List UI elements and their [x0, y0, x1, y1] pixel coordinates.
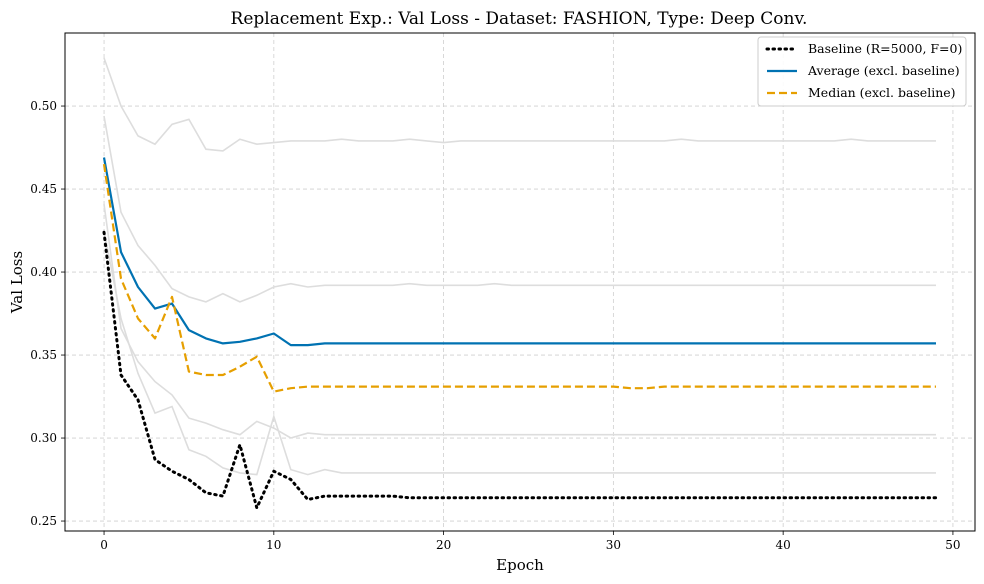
x-tick-label: 30: [606, 538, 621, 552]
y-axis-label: Val Loss: [8, 251, 26, 314]
series-lines: [102, 157, 938, 510]
y-tick-label: 0.25: [30, 514, 57, 528]
chart-title: Replacement Exp.: Val Loss - Dataset: FA…: [231, 9, 808, 29]
x-axis-ticks: 0 10 20 30 40 50: [100, 531, 961, 552]
x-tick-label: 40: [776, 538, 791, 552]
background-run-line: [103, 57, 936, 152]
legend-box: [757, 36, 967, 107]
plot-frame: [64, 32, 976, 532]
y-tick-label: 0.30: [30, 431, 57, 445]
series-line-0: [102, 230, 938, 510]
series-line-2: [102, 163, 936, 393]
series-line-1: [102, 157, 936, 347]
y-tick-label: 0.50: [30, 99, 57, 113]
legend-label: Baseline (R=5000, F=0): [808, 41, 962, 56]
legend-label: Median (excl. baseline): [808, 85, 956, 100]
x-tick-label: 0: [100, 538, 108, 552]
legend-label: Average (excl. baseline): [807, 63, 960, 78]
x-axis-label: Epoch: [496, 556, 544, 574]
x-tick-label: 50: [945, 538, 960, 552]
grid-lines: [65, 33, 975, 531]
background-runs: [103, 57, 936, 476]
y-tick-label: 0.40: [30, 265, 57, 279]
x-tick-label: 10: [266, 538, 281, 552]
background-run-line: [103, 115, 936, 303]
y-tick-label: 0.45: [30, 182, 57, 196]
y-tick-label: 0.35: [30, 348, 57, 362]
x-tick-label: 20: [436, 538, 451, 552]
legend: Baseline (R=5000, F=0) Average (excl. bas…: [757, 36, 967, 107]
background-run-line: [103, 230, 936, 476]
background-run-line: [103, 203, 936, 439]
y-axis-ticks: 0.25 0.30 0.35 0.40 0.45 0.50: [30, 99, 65, 528]
